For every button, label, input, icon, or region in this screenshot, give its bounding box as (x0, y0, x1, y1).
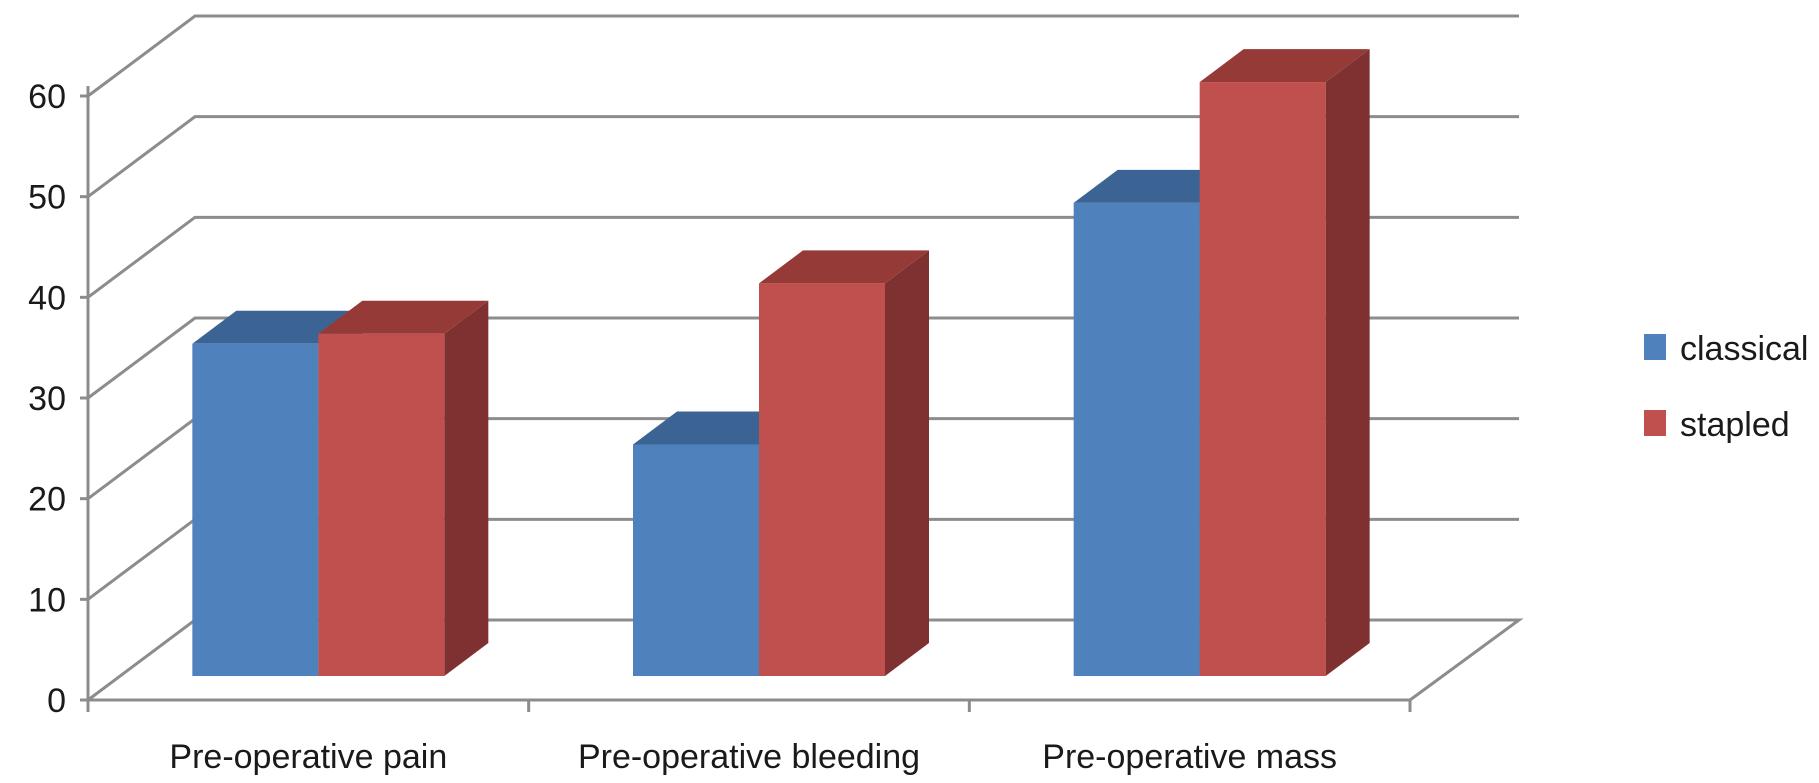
y-tick-label: 60 (28, 78, 66, 116)
y-axis: 0 10 20 30 40 50 60 (28, 78, 90, 720)
legend-label-classical: classical (1680, 330, 1808, 368)
y-tick-label: 10 (28, 581, 66, 619)
x-axis: Pre-operative pain Pre-operative bleeding… (86, 698, 1412, 776)
bar-top-face (1199, 49, 1370, 83)
legend-label-stapled: stapled (1680, 406, 1790, 444)
bar-side-face (1325, 49, 1370, 677)
bar-front-face (1073, 202, 1200, 676)
x-category-label: Pre-operative pain (169, 738, 447, 776)
bar-stapled (318, 300, 489, 676)
y-tick-label: 50 (28, 179, 66, 217)
y-tick-label: 0 (47, 682, 66, 720)
bar-stapled (759, 250, 929, 676)
bar-side-face (444, 300, 489, 676)
bar-side-face (885, 250, 929, 676)
gridline (87, 14, 1519, 98)
bar-front-face (759, 283, 885, 676)
bar-front-face (1199, 82, 1326, 677)
x-category-label: Pre-operative mass (1042, 738, 1337, 776)
bar-top-face (318, 300, 489, 334)
y-tick-label: 30 (28, 380, 66, 418)
bar-front-face (192, 343, 319, 676)
y-tick-label: 40 (28, 279, 66, 317)
gridline (87, 115, 1519, 198)
bar-front-face (633, 444, 759, 676)
x-category-label: Pre-operative bleeding (578, 738, 920, 776)
legend-swatch-classical (1644, 334, 1666, 360)
bar-front-face (318, 333, 445, 676)
bar-stapled (1199, 49, 1370, 677)
legend-swatch-stapled (1644, 410, 1666, 436)
y-tick-label: 20 (28, 481, 66, 519)
bar-top-face (759, 250, 929, 284)
bars (192, 49, 1370, 677)
legend: classical stapled (1644, 330, 1808, 444)
